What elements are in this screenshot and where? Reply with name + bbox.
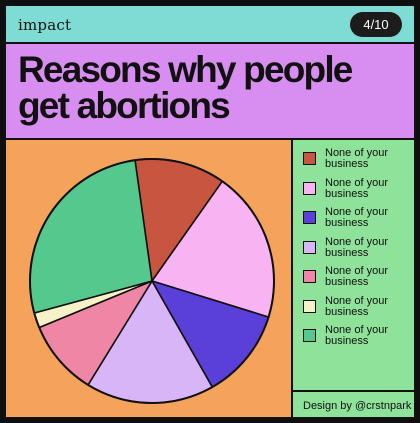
legend-label: None of your business bbox=[325, 176, 388, 200]
footer: Design by @crstnpark bbox=[291, 390, 414, 417]
page-indicator: 4/10 bbox=[350, 12, 402, 37]
legend-swatch bbox=[303, 299, 316, 313]
slide-card: impact 4/10 Reasons why people get abort… bbox=[4, 4, 416, 419]
legend: None of your business None of your busine… bbox=[303, 148, 405, 355]
legend-item: None of your business bbox=[303, 325, 405, 355]
brand-logo: impact bbox=[18, 16, 72, 34]
legend-label: None of your business bbox=[325, 235, 388, 259]
chart-area bbox=[6, 140, 291, 417]
legend-item: None of your business bbox=[303, 207, 405, 237]
legend-swatch bbox=[303, 240, 316, 254]
legend-swatch bbox=[303, 329, 316, 342]
pie-chart bbox=[29, 158, 275, 404]
legend-label: None of your business bbox=[325, 324, 388, 347]
top-bar: impact 4/10 bbox=[6, 6, 414, 44]
legend-label: None of your business bbox=[325, 206, 388, 229]
legend-label: None of your business bbox=[325, 147, 388, 170]
page-title: Reasons why people get abortions bbox=[18, 49, 353, 126]
legend-item: None of your business bbox=[303, 148, 405, 178]
legend-swatch bbox=[303, 211, 316, 224]
legend-label: None of your business bbox=[325, 265, 388, 288]
legend-swatch bbox=[303, 152, 316, 165]
legend-panel: None of your business None of your busine… bbox=[291, 140, 414, 390]
legend-swatch bbox=[303, 270, 316, 283]
legend-item: None of your business bbox=[303, 235, 405, 267]
credit-text: Design by @crstnpark bbox=[303, 400, 412, 412]
title-bar: Reasons why people get abortions bbox=[6, 44, 414, 140]
legend-item: None of your business bbox=[303, 266, 405, 296]
legend-item: None of your business bbox=[303, 176, 405, 208]
legend-label: None of your business bbox=[325, 294, 388, 318]
legend-item: None of your business bbox=[303, 294, 405, 326]
pie-outline bbox=[29, 158, 275, 404]
legend-swatch bbox=[303, 181, 316, 195]
